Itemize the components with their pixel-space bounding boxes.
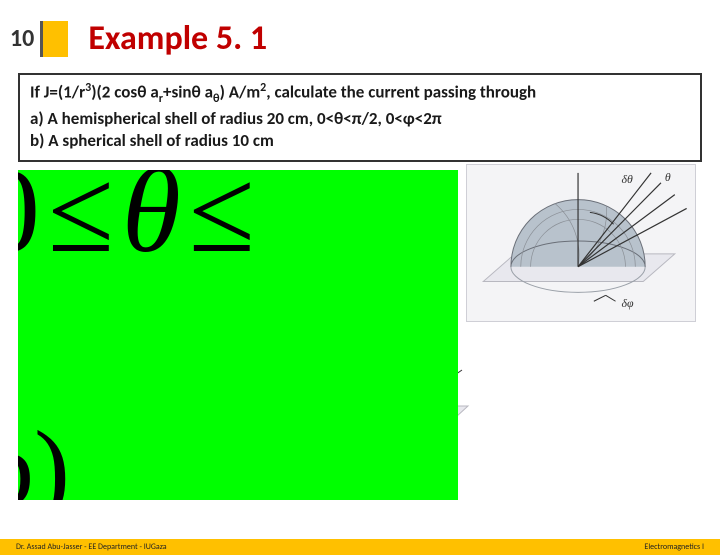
green-overlay: 0≤θ≤ b) xyxy=(18,170,458,500)
label-dtheta: δθ xyxy=(621,172,632,186)
slide-title: Example 5. 1 xyxy=(88,18,267,59)
accent-bar xyxy=(40,21,68,57)
slide-header: 10 Example 5. 1 xyxy=(0,0,720,73)
problem-stem: If J=(1/r3)(2 cosθ ar+sinθ aθ) A/m2, cal… xyxy=(30,81,690,108)
label-dphi: δφ xyxy=(621,296,633,310)
footer-left: Dr. Assad Abu-Jasser - EE Department - I… xyxy=(16,542,167,552)
footer-right: Electromagnetics I xyxy=(644,542,704,552)
problem-box: If J=(1/r3)(2 cosθ ar+sinθ aθ) A/m2, cal… xyxy=(18,73,702,162)
slide-number: 10 xyxy=(10,24,34,53)
label-theta: θ xyxy=(665,170,671,184)
content-area: 0≤θ≤ b) δθ θ δφ xyxy=(18,170,702,527)
sphere-diagram-upper: δθ θ δφ xyxy=(466,164,696,322)
problem-part-b: b) A spherical shell of radius 10 cm xyxy=(30,130,690,152)
math-inequality: 0≤θ≤ xyxy=(18,170,263,280)
overlay-part-b: b) xyxy=(18,408,70,500)
footer-bar: Dr. Assad Abu-Jasser - EE Department - I… xyxy=(0,539,720,555)
problem-part-a: a) A hemispherical shell of radius 20 cm… xyxy=(30,108,690,130)
